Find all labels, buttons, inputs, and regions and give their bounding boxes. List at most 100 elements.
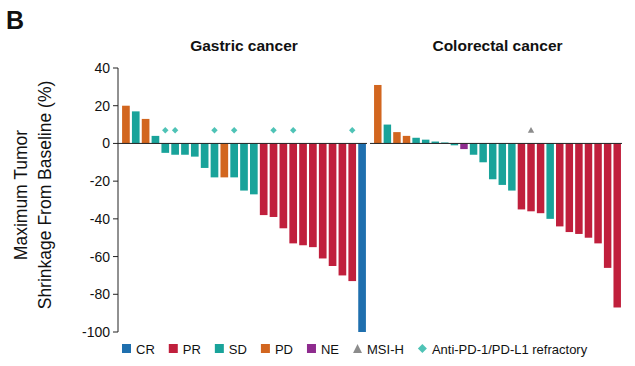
bar — [403, 136, 410, 144]
bar — [594, 143, 601, 243]
figure: BGastric cancer-100-80-60-40-2002040Maxi… — [0, 0, 635, 366]
bar — [566, 143, 573, 232]
y-tick — [113, 143, 118, 144]
y-axis-label: Shrinkage From Baseline (%) — [35, 81, 55, 310]
marker — [211, 127, 217, 133]
bar — [527, 143, 534, 211]
bar — [122, 106, 130, 144]
y-tick — [113, 181, 118, 182]
legend-label: Anti-PD-1/PD-L1 refractory — [432, 342, 588, 357]
bar — [374, 85, 381, 143]
bar — [479, 143, 486, 162]
bar — [171, 143, 179, 154]
bar — [358, 143, 366, 332]
plot-area — [122, 106, 366, 332]
bar — [339, 143, 347, 275]
y-tick-label: 0 — [102, 135, 110, 151]
y-tick-label: -40 — [90, 211, 110, 227]
bar — [201, 143, 209, 168]
legend-swatch — [307, 344, 316, 353]
legend-item: NE — [307, 342, 339, 357]
legend-swatch — [353, 344, 362, 353]
bar — [299, 143, 307, 245]
y-tick-label: 40 — [94, 60, 110, 76]
legend-label: PR — [183, 342, 201, 357]
y-tick — [113, 256, 118, 257]
x-axis-line — [118, 143, 367, 144]
legend-label: PD — [275, 342, 293, 357]
legend-swatch — [215, 344, 224, 353]
legend-item: CR — [122, 342, 155, 357]
legend-swatch — [418, 344, 427, 353]
bar — [393, 132, 400, 143]
bar — [152, 136, 160, 144]
y-axis-label: Maximum Tumor — [11, 130, 31, 260]
bar — [289, 143, 297, 243]
bar — [546, 143, 553, 218]
bar — [142, 119, 150, 144]
bar — [270, 143, 278, 217]
legend-swatch — [122, 344, 131, 353]
y-tick — [113, 332, 118, 333]
bar — [240, 143, 248, 190]
legend-label: SD — [229, 342, 247, 357]
bar — [422, 140, 429, 144]
bar — [518, 143, 525, 209]
bar — [191, 143, 199, 156]
y-tick — [113, 68, 118, 69]
legend-label: CR — [136, 342, 155, 357]
legend-item: SD — [215, 342, 247, 357]
y-tick-label: -100 — [82, 324, 110, 340]
bar — [384, 125, 391, 144]
bar — [537, 143, 544, 213]
x-axis-line — [370, 143, 622, 144]
bar — [508, 143, 515, 190]
bar — [319, 143, 327, 258]
marker — [290, 127, 296, 133]
bar — [250, 143, 258, 194]
bar — [161, 143, 169, 152]
legend-swatch — [261, 344, 270, 353]
y-axis-line — [118, 68, 119, 332]
legend-label: MSI-H — [367, 342, 404, 357]
legend-swatch — [169, 344, 178, 353]
marker — [172, 127, 178, 133]
y-tick-label: -60 — [90, 249, 110, 265]
legend-label: NE — [321, 342, 339, 357]
bar — [460, 143, 467, 149]
y-tick — [113, 294, 118, 295]
bar — [132, 111, 140, 143]
panel-label: B — [6, 6, 24, 34]
bar — [181, 143, 189, 154]
legend-item: PD — [261, 342, 293, 357]
y-tick — [113, 218, 118, 219]
bar — [470, 143, 477, 154]
legend-item: Anti-PD-1/PD-L1 refractory — [418, 342, 588, 357]
marker — [528, 127, 534, 133]
y-tick-label: -20 — [90, 173, 110, 189]
marker — [162, 127, 168, 133]
y-tick — [113, 105, 118, 106]
bar — [489, 143, 496, 179]
bar — [230, 143, 238, 177]
legend-item: MSI-H — [353, 342, 404, 357]
bar — [309, 143, 317, 247]
bar — [604, 143, 611, 267]
y-tick-label: -80 — [90, 286, 110, 302]
bar — [329, 143, 337, 266]
bar — [499, 143, 506, 184]
bar — [613, 143, 620, 307]
bar — [556, 143, 563, 226]
bar — [585, 143, 592, 237]
bar — [575, 143, 582, 234]
bar — [211, 143, 219, 177]
bar — [220, 143, 228, 177]
marker — [270, 127, 276, 133]
y-tick-label: 20 — [94, 98, 110, 114]
marker — [349, 127, 355, 133]
panel-title: Colorectal cancer — [432, 37, 562, 54]
bar — [260, 143, 268, 215]
legend-item: PR — [169, 342, 201, 357]
bar — [348, 143, 356, 281]
bar — [280, 143, 288, 228]
